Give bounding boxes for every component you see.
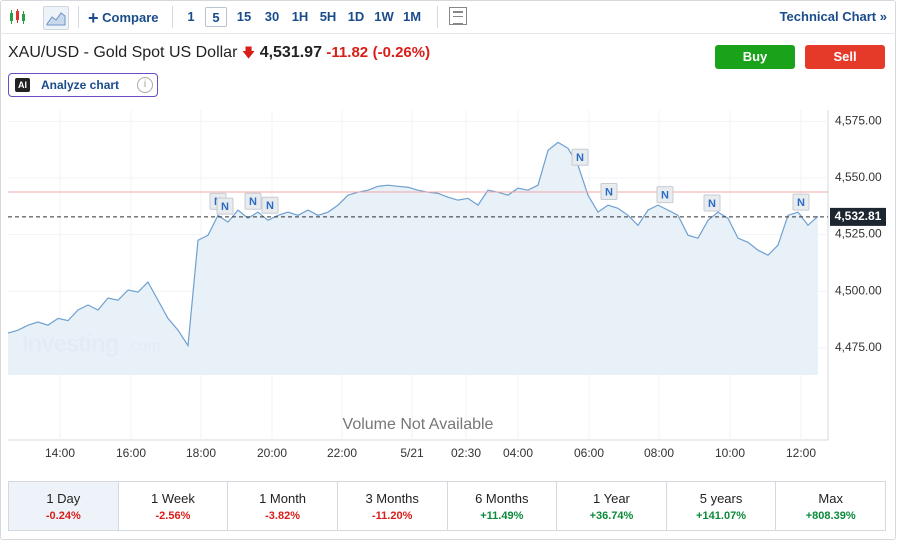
news-marker (600, 182, 618, 200)
x-tick-label: 16:00 (116, 446, 146, 460)
x-tick-label: 12:00 (786, 446, 816, 460)
interval-button[interactable]: 1H (291, 9, 309, 24)
x-tick-label: 06:00 (574, 446, 604, 460)
y-tick-label: 4,575.00 (835, 113, 882, 127)
layout-icon[interactable] (449, 7, 467, 25)
x-tick-label: 20:00 (257, 446, 287, 460)
news-marker-label: N (661, 190, 669, 202)
period-change: -11.20% (372, 510, 413, 522)
period-cell[interactable]: 6 Months +11.49% (448, 482, 558, 530)
x-tick-label: 02:30 (451, 446, 481, 460)
interval-button[interactable]: 15 (236, 9, 252, 24)
interval-button[interactable]: 5 (205, 7, 227, 27)
sell-button[interactable]: Sell (805, 45, 885, 69)
divider (0, 33, 896, 34)
change: -11.82 (326, 44, 369, 61)
area-fill (8, 142, 818, 375)
news-marker (792, 193, 810, 211)
period-table: 1 Day -0.24% 1 Week -2.56% 1 Month -3.82% 3 Mo… (8, 481, 886, 531)
x-tick-label: 08:00 (644, 446, 674, 460)
x-tick-label: 22:00 (327, 446, 357, 460)
news-marker (216, 197, 234, 215)
news-marker-label: N (249, 196, 257, 208)
news-marker-label: N (605, 186, 613, 198)
area-icon[interactable] (43, 6, 69, 30)
period-label: 1 Day (46, 491, 81, 506)
change-percent: (-0.26%) (372, 44, 431, 61)
news-marker (656, 186, 674, 204)
period-change: -2.56% (155, 510, 191, 522)
compare-button[interactable]: + Compare (88, 8, 159, 28)
analyze-label: Analyze chart (41, 78, 120, 92)
news-marker-label: N (266, 200, 274, 212)
period-label: 1 Year (593, 491, 630, 506)
technical-chart-link[interactable]: Technical Chart » (780, 9, 887, 24)
news-marker (571, 148, 589, 166)
chart: 4,475.00 4,500.00 4,525.00 4,550.00 4,575.00… (7, 110, 886, 460)
period-cell[interactable]: 1 Week -2.56% (119, 482, 229, 530)
period-change: +808.39% (805, 510, 856, 522)
period-cell[interactable]: 1 Day -0.24% (9, 482, 119, 530)
news-marker (703, 194, 721, 212)
more-icon: » (879, 9, 887, 24)
period-cell[interactable]: 1 Year +36.74% (557, 482, 667, 530)
interval-button[interactable]: 30 (264, 9, 280, 24)
period-change: +36.74% (589, 510, 634, 522)
buy-button[interactable]: Buy (715, 45, 795, 69)
x-tick-label: 5/21 (400, 446, 424, 460)
separator (78, 6, 79, 28)
technical-chart-label: Technical Chart (779, 9, 877, 24)
news-marker-label: N (708, 198, 716, 210)
news-marker-label: N (797, 197, 805, 209)
period-cell[interactable]: Max +808.39% (776, 482, 885, 530)
last-price-box (830, 207, 886, 226)
period-label: 1 Month (259, 491, 307, 506)
period-label: 3 Months (365, 491, 419, 506)
y-tick-label: 4,475.00 (835, 340, 882, 354)
price: 4,531.97 (259, 44, 322, 61)
period-cell[interactable]: 3 Months -11.20% (338, 482, 448, 530)
interval-button[interactable]: 1 (187, 9, 195, 24)
x-tick-label: 18:00 (186, 446, 216, 460)
news-marker-label: N (576, 152, 584, 164)
x-tick-label: 04:00 (503, 446, 533, 460)
news-marker (244, 192, 262, 210)
interval-button[interactable]: 1W (374, 9, 394, 24)
analyze-button[interactable]: AI Analyze chart (8, 73, 158, 97)
last-price-label: 4,532.81 (835, 209, 882, 223)
period-label: 1 Week (151, 491, 195, 506)
down-arrow: 🡇 (241, 45, 256, 60)
period-change: +11.49% (480, 510, 524, 522)
x-tick-label: 14:00 (45, 446, 75, 460)
price-line (7, 141, 819, 348)
period-change: -0.24% (45, 510, 81, 522)
compare-label: Compare (102, 10, 159, 25)
news-marker (261, 196, 279, 214)
separator (172, 6, 173, 28)
news-marker-label: N (221, 201, 229, 213)
period-cell[interactable]: 1 Month -3.82% (228, 482, 338, 530)
period-cell[interactable]: 5 years +141.07% (667, 482, 777, 530)
y-tick-label: 4,550.00 (835, 170, 882, 184)
period-change: +141.07% (696, 510, 746, 522)
volume-note: Volume Not Available (343, 416, 494, 433)
interval-button[interactable]: 5H (319, 9, 337, 24)
period-label: Max (818, 491, 843, 506)
interval-button[interactable]: 1D (347, 9, 365, 24)
period-change: -3.82% (265, 510, 300, 522)
interval-button[interactable]: 1M (402, 9, 422, 24)
x-tick-label: 10:00 (715, 446, 745, 460)
info-icon[interactable]: i (137, 77, 153, 93)
candles-icon[interactable] (8, 8, 26, 26)
period-label: 6 Months (475, 491, 529, 506)
quote-header: XAU/USD - Gold Spot US Dollar 🡇 4,531.97… (8, 44, 430, 66)
period-label: 5 years (699, 491, 743, 506)
y-tick-label: 4,525.00 (835, 227, 882, 241)
ai-badge: AI (15, 78, 30, 92)
separator (437, 6, 438, 28)
instrument-title: XAU/USD - Gold Spot US Dollar (8, 44, 238, 61)
y-tick-label: 4,500.00 (835, 283, 882, 297)
